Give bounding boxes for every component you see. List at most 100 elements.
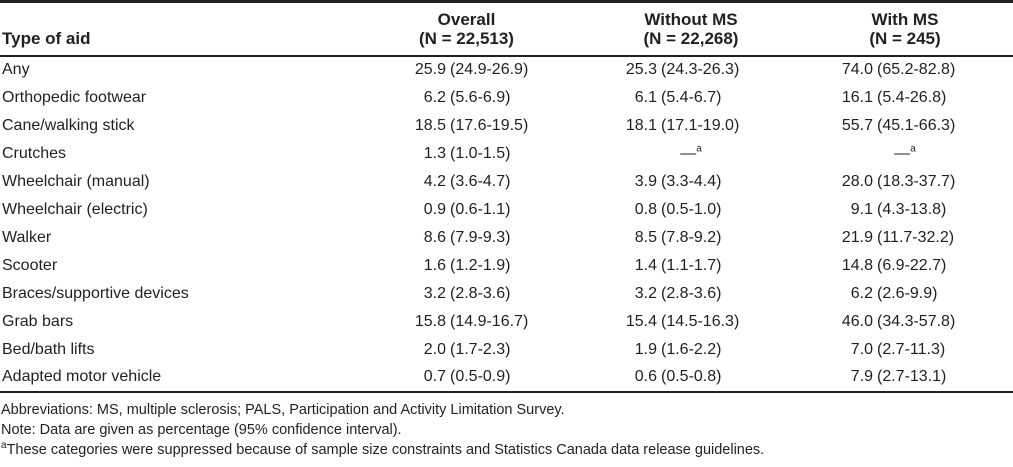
percentage-value: 15.4 bbox=[625, 312, 657, 330]
overall-value-cell: 0.9 (0.6-1.1) bbox=[348, 196, 585, 224]
column-header-n-count: (N = 245) bbox=[869, 28, 941, 48]
confidence-interval: (14.9-16.7) bbox=[450, 312, 529, 330]
without-ms-value-cell: 3.2 (2.8-3.6) bbox=[585, 280, 797, 308]
table-row: Cane/walking stick 18.5 (17.6-19.5) 18.1(… bbox=[0, 112, 1013, 140]
column-header-label: Overall bbox=[437, 9, 496, 29]
footnote-abbreviations: Abbreviations: MS, multiple sclerosis; P… bbox=[1, 401, 565, 418]
aid-type-cell: Grab bars bbox=[2, 312, 74, 330]
confidence-interval: (34.3-57.8) bbox=[877, 312, 956, 330]
overall-value-cell: 4.2 (3.6-4.7) bbox=[348, 168, 585, 196]
confidence-interval: (0.5-0.9) bbox=[450, 368, 511, 385]
confidence-interval: (0.6-1.1) bbox=[450, 200, 511, 218]
aids-prevalence-table: Type of aid Overall (N = 22,513) Without… bbox=[0, 0, 1013, 393]
overall-value-cell: 2.0 (1.7-2.3) bbox=[348, 336, 585, 364]
column-header-with-ms: With MS (N = 245) bbox=[797, 1, 1013, 57]
confidence-interval: (45.1-66.3) bbox=[877, 116, 956, 134]
overall-value-cell: 18.5 (17.6-19.5) bbox=[348, 112, 585, 140]
confidence-interval: (1.7-2.3) bbox=[450, 340, 511, 358]
percentage-value: 8.5 bbox=[634, 228, 657, 246]
percentage-value: 46.0 bbox=[841, 312, 873, 330]
percentage-value: 0.7 bbox=[423, 368, 446, 385]
confidence-interval: (2.7-11.3) bbox=[877, 340, 946, 358]
footnote-marker-a: a bbox=[910, 143, 916, 155]
confidence-interval: (65.2-82.8) bbox=[877, 61, 956, 78]
table-row: Wheelchair (manual) 4.2 (3.6-4.7) 3.9 (3.3… bbox=[0, 168, 1013, 196]
aid-type-cell: Orthopedic footwear bbox=[2, 88, 147, 106]
header-row: Type of aid Overall (N = 22,513) Without… bbox=[0, 1, 1013, 57]
without-ms-value-cell: 6.1 (5.4-6.7) bbox=[585, 84, 797, 112]
percentage-value: 1.4 bbox=[634, 256, 657, 274]
with-ms-value-cell: 74.0 (65.2-82.8) bbox=[797, 56, 1013, 84]
percentage-value: 1.9 bbox=[634, 340, 657, 358]
column-header-without-ms: Without MS (N = 22,268) bbox=[585, 1, 797, 57]
confidence-interval: (4.3-13.8) bbox=[877, 200, 947, 218]
with-ms-value-cell: 55.7 (45.1-66.3) bbox=[797, 112, 1013, 140]
table-row: Bed/bath lifts 2.0 (1.7-2.3) 1.9 (1.6-2.2)… bbox=[0, 336, 1013, 364]
with-ms-value-cell: —a bbox=[797, 140, 1013, 168]
aid-type-cell: Bed/bath lifts bbox=[2, 340, 95, 358]
column-header-overall: Overall (N = 22,513) bbox=[348, 1, 585, 57]
percentage-value: 9.1 bbox=[850, 200, 873, 218]
with-ms-value-cell: 9.1 (4.3-13.8) bbox=[797, 196, 1013, 224]
aid-type-cell: Scooter bbox=[2, 256, 58, 274]
table-row: Wheelchair (electric) 0.9 (0.6-1.1) 0.8 (0… bbox=[0, 196, 1013, 224]
without-ms-value-cell: —a bbox=[585, 140, 797, 168]
overall-value-cell: 3.2 (2.8-3.6) bbox=[348, 280, 585, 308]
table-row: Walker 8.6 (7.9-9.3) 8.5 (7.8-9.2) 21.9 (11… bbox=[0, 224, 1013, 252]
column-header-label: Type of aid bbox=[2, 28, 91, 48]
without-ms-value-cell: 0.8 (0.5-1.0) bbox=[585, 196, 797, 224]
percentage-value: 1.6 bbox=[423, 256, 446, 274]
footnote-suppression-text: These categories were suppressed because… bbox=[6, 441, 765, 458]
confidence-interval: (24.9-26.9) bbox=[450, 61, 529, 78]
percentage-value: 74.0 bbox=[841, 61, 873, 78]
percentage-value: 0.6 bbox=[634, 368, 657, 385]
confidence-interval: (24.3-26.3) bbox=[661, 61, 740, 78]
confidence-interval: (17.6-19.5) bbox=[450, 116, 529, 134]
confidence-interval: (1.0-1.5) bbox=[450, 144, 511, 162]
with-ms-value-cell: 16.1 (5.4-26.8) bbox=[797, 84, 1013, 112]
percentage-value: 3.2 bbox=[634, 284, 657, 302]
overall-value-cell: 6.2 (5.6-6.9) bbox=[348, 84, 585, 112]
column-header-type-of-aid: Type of aid bbox=[0, 1, 348, 57]
confidence-interval: (14.5-16.3) bbox=[661, 312, 740, 330]
with-ms-value-cell: 6.2 (2.6-9.9) bbox=[797, 280, 1013, 308]
confidence-interval: (11.7-32.2) bbox=[877, 228, 955, 246]
column-header-label: Without MS bbox=[644, 9, 738, 29]
confidence-interval: (3.6-4.7) bbox=[450, 172, 511, 190]
percentage-value: 0.8 bbox=[634, 200, 657, 218]
column-header-n-count: (N = 22,513) bbox=[419, 28, 514, 48]
confidence-interval: (5.4-26.8) bbox=[877, 88, 947, 106]
percentage-value: 18.5 bbox=[414, 116, 446, 134]
percentage-value: 2.0 bbox=[423, 340, 446, 358]
confidence-interval: (0.5-1.0) bbox=[661, 200, 722, 218]
confidence-interval: (7.9-9.3) bbox=[450, 228, 511, 246]
aid-type-cell: Braces/supportive devices bbox=[2, 284, 189, 302]
aid-type-cell: Adapted motor vehicle bbox=[0, 363, 348, 393]
footnote-marker-a: a bbox=[696, 143, 702, 155]
percentage-value: 55.7 bbox=[841, 116, 873, 134]
aid-type-cell: Walker bbox=[2, 228, 52, 246]
without-ms-value-cell: 1.4 (1.1-1.7) bbox=[585, 252, 797, 280]
confidence-interval: (1.1-1.7) bbox=[661, 256, 722, 274]
overall-value-cell: 15.8 (14.9-16.7) bbox=[348, 308, 585, 336]
confidence-interval: (18.3-37.7) bbox=[877, 172, 956, 190]
aid-type-cell: Crutches bbox=[2, 144, 67, 162]
with-ms-value-cell: 7.9 (2.7-13.1) bbox=[797, 363, 1013, 393]
table-row: Adapted motor vehicle 0.7 (0.5-0.9) 0.6 (0… bbox=[0, 363, 1013, 393]
confidence-interval: (3.3-4.4) bbox=[661, 172, 722, 190]
overall-value-cell: 8.6 (7.9-9.3) bbox=[348, 224, 585, 252]
confidence-interval: (1.2-1.9) bbox=[450, 256, 511, 274]
confidence-interval: (2.8-3.6) bbox=[450, 284, 511, 302]
percentage-value: 0.9 bbox=[423, 200, 446, 218]
percentage-value: 21.9 bbox=[841, 228, 873, 246]
overall-value-cell: 1.3 (1.0-1.5) bbox=[348, 140, 585, 168]
table-row: Braces/supportive devices 3.2 (2.8-3.6) 3… bbox=[0, 280, 1013, 308]
percentage-value: 28.0 bbox=[841, 172, 873, 190]
confidence-interval: (7.8-9.2) bbox=[661, 228, 722, 246]
with-ms-value-cell: 14.8 (6.9-22.7) bbox=[797, 252, 1013, 280]
confidence-interval: (6.9-22.7) bbox=[877, 256, 947, 274]
overall-value-cell: 25.9 (24.9-26.9) bbox=[348, 56, 585, 84]
aid-type-cell: Any bbox=[2, 61, 30, 78]
without-ms-value-cell: 3.9 (3.3-4.4) bbox=[585, 168, 797, 196]
